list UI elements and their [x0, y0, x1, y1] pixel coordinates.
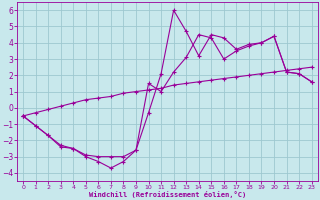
X-axis label: Windchill (Refroidissement éolien,°C): Windchill (Refroidissement éolien,°C)	[89, 191, 246, 198]
